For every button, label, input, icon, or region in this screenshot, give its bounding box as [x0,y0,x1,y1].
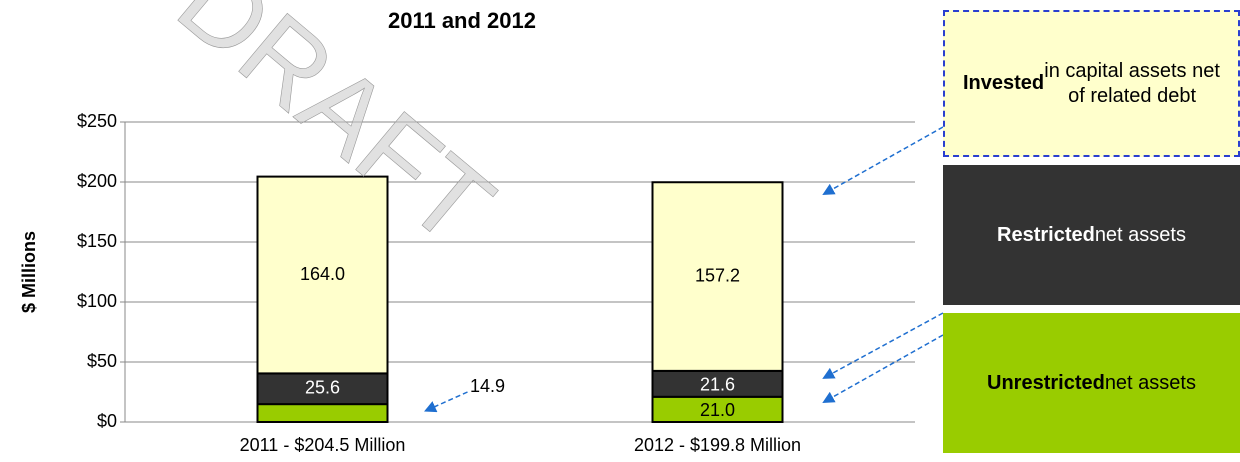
legend-entry: Unrestricted net assets [943,313,1240,453]
value-label: 25.6 [305,378,340,398]
y-tick-label: $0 [97,411,117,431]
legend-entry: Restricted net assets [943,165,1240,305]
legend-arrow [822,312,944,379]
y-tick-label: $100 [77,291,117,311]
bar-segment [256,372,389,406]
value-label: 21.0 [700,400,735,420]
x-tick-label: 2012 - $199.8 Million [634,435,801,455]
value-label: 14.9 [470,376,505,396]
value-label: 21.6 [700,375,735,395]
value-label: 157.2 [695,265,740,285]
value-label: 164.0 [300,264,345,284]
legend-arrow [822,334,944,403]
bar-segment [651,181,784,372]
chart-title: 2011 and 2012 [388,8,536,33]
y-tick-label: $250 [77,111,117,131]
y-tick-label: $150 [77,231,117,251]
bar-segment [256,403,389,423]
y-tick-label: $200 [77,171,117,191]
y-tick-label: $50 [87,351,117,371]
legend-entry: Invested in capital assets net of relate… [943,10,1240,157]
y-axis-label: $ Millions [19,231,39,313]
x-tick-label: 2011 - $204.5 Million [240,435,406,455]
bar-segment [256,175,389,375]
label-arrow [424,391,468,413]
legend-arrow [822,126,944,195]
